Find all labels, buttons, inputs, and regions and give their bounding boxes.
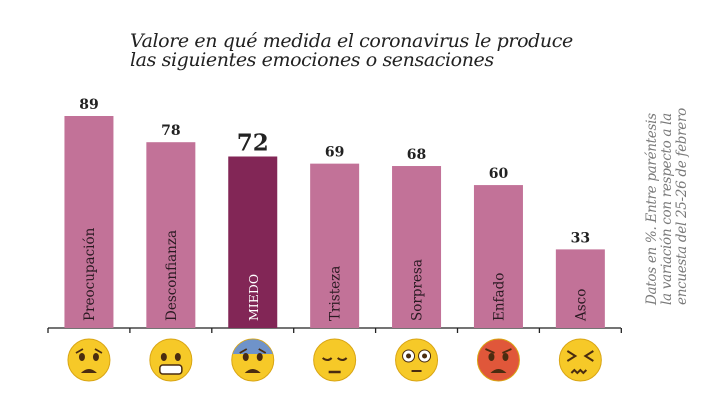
fear-shade: [232, 339, 273, 354]
confounded-face-icon: [558, 338, 602, 382]
bar-desconfianza: [146, 142, 196, 328]
flushed-face-icon: [395, 338, 439, 382]
face: [313, 338, 357, 382]
bar-preocupación: [64, 116, 114, 328]
category-label: Preocupación: [82, 227, 98, 321]
eye: [92, 353, 99, 361]
value-label: 72: [237, 129, 269, 156]
eye: [160, 353, 167, 361]
chart-title: Valore en qué medida el coronavirus le p…: [130, 32, 573, 70]
eye: [256, 353, 263, 361]
brows: [239, 348, 267, 354]
face: [395, 338, 439, 382]
brows: [485, 348, 512, 354]
category-label: Desconfianza: [164, 230, 180, 321]
value-label: 78: [161, 123, 180, 139]
category-label: Asco: [573, 289, 589, 322]
category-label: Enfado: [491, 273, 507, 321]
fearful-face-icon: [231, 338, 275, 382]
pensive-face-icon: [313, 338, 357, 382]
category-label: MIEDO: [246, 274, 261, 321]
mouth: [244, 369, 261, 373]
pupil: [406, 353, 412, 359]
eyes: [566, 350, 594, 362]
worried-face-icon: [67, 338, 111, 382]
face: [67, 338, 111, 382]
mouth: [80, 369, 97, 373]
eye: [78, 353, 85, 361]
value-label: 89: [79, 97, 98, 113]
bar-enfado: [473, 185, 523, 328]
title-line: las siguientes emociones o sensaciones: [130, 49, 494, 71]
pupil: [422, 353, 428, 359]
title-line: Valore en qué medida el coronavirus le p…: [130, 30, 573, 52]
eye: [502, 353, 509, 361]
eye: [242, 353, 249, 361]
eyes: [322, 357, 348, 361]
eye: [174, 353, 181, 361]
bar-sorpresa: [392, 166, 442, 328]
value-label: 68: [407, 147, 426, 163]
face: [476, 338, 520, 382]
bar-asco: [555, 249, 605, 328]
grimacing-face-icon: [149, 338, 193, 382]
category-label: Sorpresa: [410, 259, 426, 321]
bar-miedo: [228, 156, 278, 328]
value-label: 69: [325, 145, 344, 161]
angry-face-icon: [476, 338, 520, 382]
mouth: [570, 368, 588, 375]
face: [558, 338, 602, 382]
eye: [488, 353, 495, 361]
brows: [75, 348, 103, 354]
value-label: 60: [489, 166, 509, 182]
teeth: [159, 364, 183, 375]
value-label: 33: [571, 230, 590, 246]
category-label: Tristeza: [328, 266, 344, 321]
bar-tristeza: [310, 163, 360, 328]
mouth: [490, 369, 507, 373]
